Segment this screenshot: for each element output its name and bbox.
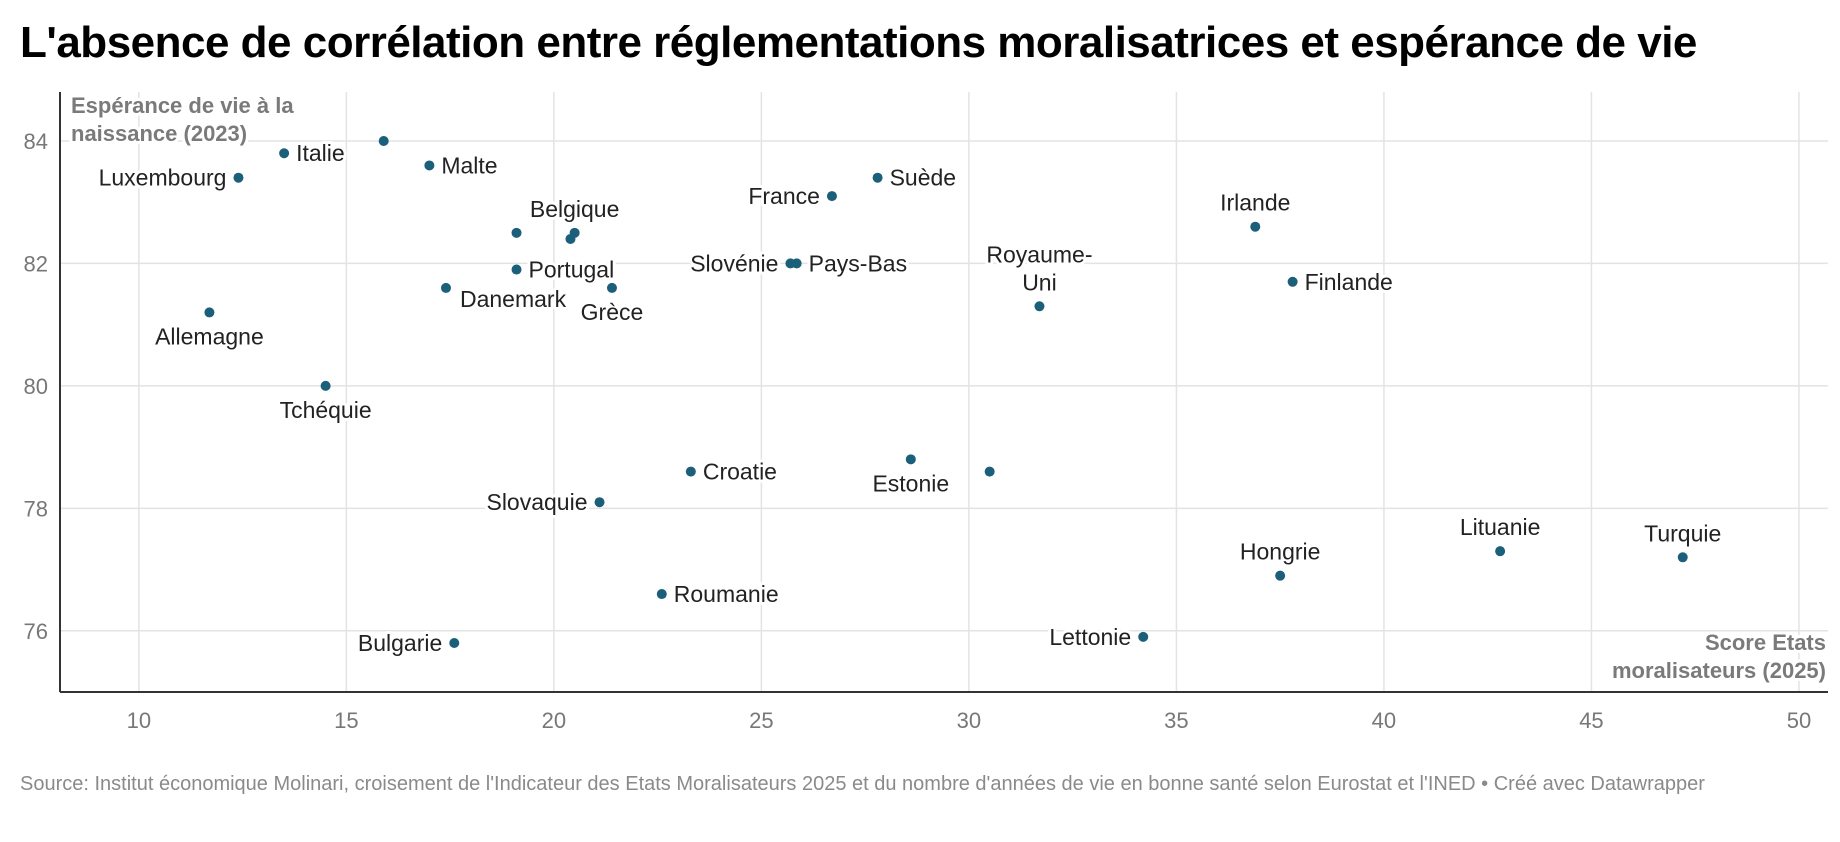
y-axis-title-line: Espérance de vie à la xyxy=(71,93,294,118)
data-point xyxy=(511,264,522,275)
x-tick-label: 30 xyxy=(957,708,981,733)
x-tick-label: 35 xyxy=(1164,708,1188,733)
point-label: Pays-Bas xyxy=(809,250,907,276)
source-note: Source: Institut économique Molinari, cr… xyxy=(20,773,1705,795)
point-label: Roumanie xyxy=(674,581,779,607)
data-point xyxy=(378,135,389,146)
x-tick-label: 25 xyxy=(749,708,773,733)
point-label: Slovénie xyxy=(690,250,778,276)
x-tick-label: 45 xyxy=(1579,708,1603,733)
point-label: Danemark xyxy=(460,286,567,312)
data-point xyxy=(1495,546,1506,557)
data-point xyxy=(565,233,576,244)
data-point xyxy=(905,454,916,465)
x-tick-label: 20 xyxy=(542,708,566,733)
data-point xyxy=(826,191,837,202)
data-point xyxy=(279,148,290,159)
data-point xyxy=(594,497,605,508)
data-point xyxy=(424,160,435,171)
point-label: Italie xyxy=(296,140,345,166)
point-label: Bulgarie xyxy=(358,630,442,656)
point-label: Slovaquie xyxy=(486,489,587,515)
point-label: Suède xyxy=(890,165,957,191)
x-tick-label: 40 xyxy=(1372,708,1396,733)
y-tick-label: 80 xyxy=(24,374,48,399)
data-point xyxy=(984,466,995,477)
x-tick-label: 15 xyxy=(334,708,358,733)
point-label: Luxembourg xyxy=(99,165,227,191)
point-label: Estonie xyxy=(872,470,949,496)
data-point xyxy=(1287,276,1298,287)
point-label: Tchéquie xyxy=(280,397,372,423)
point-label: Royaume-Uni xyxy=(986,241,1092,295)
data-point xyxy=(440,282,451,293)
point-label: Allemagne xyxy=(155,323,264,349)
x-axis-title-line: Score Etats xyxy=(1705,630,1826,655)
grid-lines xyxy=(60,92,1828,692)
x-axis-title: Score Etats moralisateurs (2025) xyxy=(1609,627,1829,686)
point-label: Croatie xyxy=(703,459,777,485)
data-point xyxy=(791,258,802,269)
x-tick-label: 10 xyxy=(127,708,151,733)
data-point xyxy=(685,466,696,477)
y-tick-label: 78 xyxy=(24,496,48,521)
point-label: Finlande xyxy=(1305,269,1393,295)
data-point xyxy=(1034,301,1045,312)
axes xyxy=(59,92,1828,693)
point-label: France xyxy=(748,183,820,209)
y-tick-label: 84 xyxy=(24,129,48,154)
data-point xyxy=(656,589,667,600)
point-label: Belgique xyxy=(530,196,620,222)
point-labels: Italie Malte Luxembourg Suède France Irlande B… xyxy=(96,137,1725,659)
data-point xyxy=(320,380,331,391)
point-label: Hongrie xyxy=(1240,539,1321,565)
data-point xyxy=(606,282,617,293)
point-label: Portugal xyxy=(529,257,615,283)
data-point xyxy=(1275,570,1286,581)
data-point xyxy=(1138,631,1149,642)
x-axis-title-line: moralisateurs (2025) xyxy=(1612,658,1826,683)
data-point xyxy=(1677,552,1688,563)
point-label: Irlande xyxy=(1220,190,1290,216)
point-label: Turquie xyxy=(1644,520,1721,546)
data-point xyxy=(449,638,460,649)
scatter-plot: 10 15 20 25 30 35 40 45 50 76 78 80 82 84 Espérance d… xyxy=(24,90,1829,733)
data-points xyxy=(204,135,1688,649)
point-label: Lettonie xyxy=(1049,624,1131,650)
data-point xyxy=(872,172,883,183)
data-point xyxy=(511,227,522,238)
data-point xyxy=(1250,221,1261,232)
chart-title: L'absence de corrélation entre réglement… xyxy=(20,18,1697,67)
point-label: Malte xyxy=(441,152,497,178)
y-axis-title: Espérance de vie à la naissance (2023) xyxy=(68,90,297,149)
y-tick-label: 82 xyxy=(24,251,48,276)
tick-labels: 10 15 20 25 30 35 40 45 50 76 78 80 82 84 xyxy=(24,129,1812,733)
data-point xyxy=(204,307,215,318)
point-label: Grèce xyxy=(581,299,644,325)
point-label: Lituanie xyxy=(1460,514,1541,540)
y-tick-label: 76 xyxy=(24,619,48,644)
x-tick-label: 50 xyxy=(1787,708,1811,733)
data-point xyxy=(233,172,244,183)
y-axis-title-line: naissance (2023) xyxy=(71,121,247,146)
